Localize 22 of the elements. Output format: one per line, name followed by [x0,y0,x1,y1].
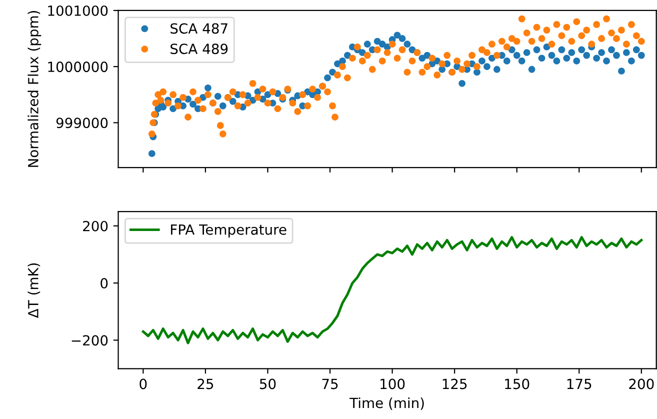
y-axis-title: Normalized Flux (ppm) [28,11,42,167]
legend-label: FPA Temperature [171,224,286,238]
y-tick-label: −200 [72,335,108,346]
x-tick-label: 100 [380,378,405,390]
x-tick-label: 175 [567,378,592,390]
x-tick-label: 50 [260,378,276,390]
y-tick-label: 1000000 [48,62,108,72]
x-tick-label: 25 [198,378,214,390]
y-axis-title: ΔT (mK) [28,263,40,318]
x-tick-label: 200 [629,378,654,390]
legend-label: SCA 489 [170,44,228,54]
line-series [142,236,643,344]
x-axis-title: Time (min) [350,397,424,410]
x-tick-label: 125 [442,378,467,390]
x-tick-label: 150 [505,378,530,390]
y-tick-label: 999000 [56,118,108,128]
legend-label: SCA 487 [170,23,228,34]
y-tick-label: 1001000 [48,5,108,16]
x-tick-label: 0 [140,378,147,390]
x-tick-label: 75 [322,378,338,390]
y-tick-label: 200 [83,220,108,232]
y-tick-label: 0 [100,278,108,288]
